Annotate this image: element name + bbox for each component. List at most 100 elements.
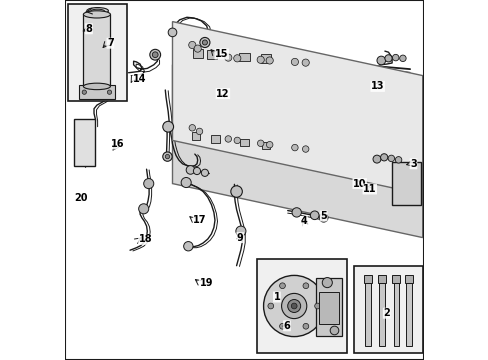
Circle shape bbox=[387, 155, 394, 162]
Circle shape bbox=[107, 90, 111, 94]
Circle shape bbox=[82, 90, 86, 94]
Circle shape bbox=[376, 56, 385, 65]
Circle shape bbox=[380, 154, 387, 161]
Bar bbox=[257, 259, 346, 353]
Circle shape bbox=[202, 40, 207, 45]
Circle shape bbox=[392, 54, 398, 61]
Bar bbox=[261, 142, 270, 149]
Ellipse shape bbox=[83, 83, 110, 90]
Bar bbox=[192, 49, 203, 58]
Circle shape bbox=[303, 283, 308, 289]
Bar bbox=[83, 14, 110, 86]
Circle shape bbox=[303, 323, 308, 329]
Circle shape bbox=[257, 56, 264, 63]
Bar bbox=[239, 53, 249, 61]
Text: 19: 19 bbox=[199, 278, 213, 288]
Circle shape bbox=[279, 323, 285, 329]
Text: 16: 16 bbox=[111, 139, 124, 149]
Text: 4: 4 bbox=[300, 216, 306, 226]
Circle shape bbox=[181, 177, 191, 188]
Text: 18: 18 bbox=[139, 234, 152, 244]
Text: 5: 5 bbox=[320, 211, 326, 221]
Circle shape bbox=[235, 226, 245, 236]
Circle shape bbox=[143, 179, 153, 189]
Bar bbox=[404, 275, 412, 283]
Text: 8: 8 bbox=[85, 24, 92, 34]
Polygon shape bbox=[172, 65, 422, 238]
Circle shape bbox=[279, 283, 285, 289]
Circle shape bbox=[291, 58, 298, 66]
Bar bbox=[316, 278, 341, 336]
Circle shape bbox=[291, 303, 296, 309]
Circle shape bbox=[188, 41, 196, 49]
Ellipse shape bbox=[83, 11, 110, 18]
Circle shape bbox=[139, 204, 148, 214]
Bar bbox=[79, 85, 115, 99]
Circle shape bbox=[200, 37, 209, 48]
Circle shape bbox=[233, 55, 241, 62]
Circle shape bbox=[152, 52, 158, 58]
Bar bbox=[392, 275, 400, 283]
Text: 20: 20 bbox=[74, 193, 88, 203]
Circle shape bbox=[281, 293, 306, 319]
Text: 14: 14 bbox=[133, 74, 146, 84]
Circle shape bbox=[302, 59, 309, 66]
Circle shape bbox=[265, 57, 273, 64]
Bar bbox=[319, 292, 339, 324]
Circle shape bbox=[302, 146, 308, 152]
Circle shape bbox=[399, 55, 406, 62]
Text: 9: 9 bbox=[236, 233, 243, 243]
Text: 7: 7 bbox=[107, 38, 114, 48]
Text: 11: 11 bbox=[362, 184, 376, 194]
Bar bbox=[240, 139, 248, 146]
Bar bbox=[73, 119, 95, 166]
Circle shape bbox=[266, 141, 272, 148]
Text: 3: 3 bbox=[409, 159, 416, 169]
Text: 12: 12 bbox=[216, 89, 229, 99]
Circle shape bbox=[230, 186, 242, 197]
Circle shape bbox=[163, 152, 172, 161]
Bar bbox=[393, 283, 399, 346]
Bar bbox=[191, 132, 200, 140]
Bar bbox=[68, 4, 127, 101]
Bar bbox=[365, 283, 370, 346]
Circle shape bbox=[372, 155, 380, 163]
Circle shape bbox=[168, 28, 177, 37]
Circle shape bbox=[149, 49, 160, 60]
Polygon shape bbox=[172, 22, 422, 194]
Circle shape bbox=[189, 125, 195, 131]
Circle shape bbox=[267, 303, 273, 309]
Circle shape bbox=[163, 121, 173, 132]
Bar bbox=[363, 275, 371, 283]
Circle shape bbox=[224, 54, 231, 61]
Bar bbox=[354, 266, 422, 353]
Circle shape bbox=[263, 275, 324, 337]
Circle shape bbox=[186, 166, 194, 174]
Bar bbox=[378, 275, 386, 283]
Circle shape bbox=[384, 55, 391, 62]
Circle shape bbox=[287, 300, 300, 312]
Circle shape bbox=[394, 157, 401, 163]
Bar bbox=[406, 283, 411, 346]
Text: 6: 6 bbox=[283, 321, 290, 331]
Circle shape bbox=[194, 45, 201, 52]
Bar bbox=[206, 50, 217, 59]
Text: 15: 15 bbox=[215, 49, 228, 59]
Bar bbox=[261, 54, 270, 63]
Circle shape bbox=[196, 128, 203, 135]
Bar bbox=[379, 283, 385, 346]
Text: 17: 17 bbox=[193, 215, 206, 225]
Text: 2: 2 bbox=[383, 308, 389, 318]
Ellipse shape bbox=[87, 8, 108, 14]
Circle shape bbox=[224, 136, 231, 142]
Text: 13: 13 bbox=[370, 81, 384, 91]
Ellipse shape bbox=[90, 9, 104, 14]
Circle shape bbox=[165, 154, 169, 159]
Circle shape bbox=[319, 213, 327, 222]
Circle shape bbox=[291, 208, 301, 217]
Circle shape bbox=[322, 278, 332, 288]
Circle shape bbox=[193, 167, 200, 175]
Bar bbox=[211, 135, 220, 143]
Circle shape bbox=[310, 211, 318, 220]
Circle shape bbox=[201, 169, 208, 176]
